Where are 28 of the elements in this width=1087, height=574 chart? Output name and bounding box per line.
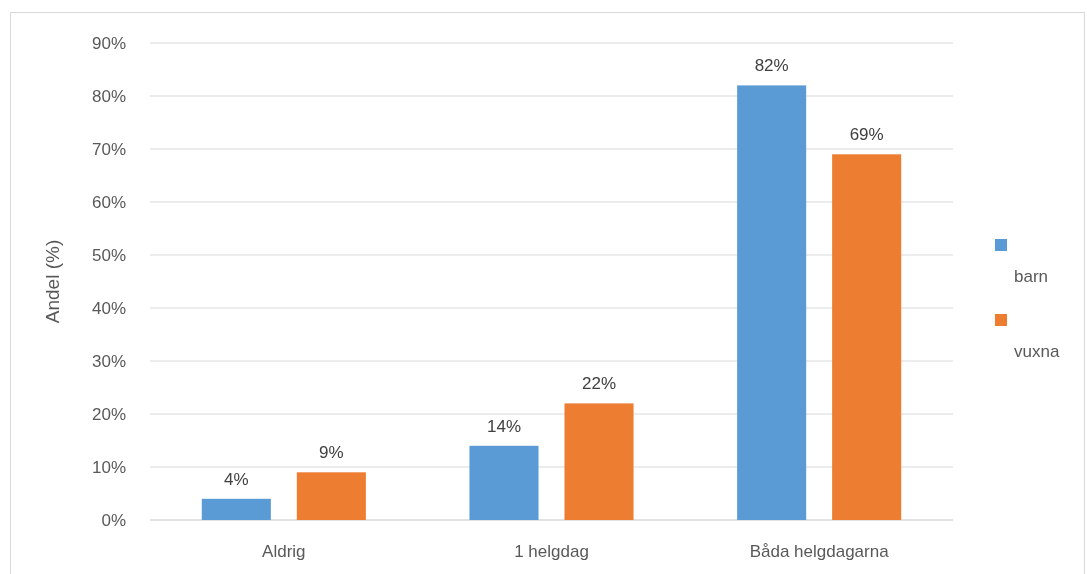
data-label: 14%: [486, 416, 521, 436]
y-tick-label: 60%: [91, 192, 126, 212]
data-label: 69%: [849, 125, 884, 145]
y-tick-label: 90%: [91, 33, 126, 53]
data-label: 22%: [582, 374, 617, 394]
y-tick-label: 50%: [91, 245, 126, 265]
y-tick-label: 0%: [101, 510, 126, 530]
legend-label: vuxna: [1014, 342, 1060, 361]
y-tick-label: 10%: [91, 457, 126, 477]
data-label: 9%: [319, 443, 344, 463]
bar: [832, 154, 902, 520]
bar: [469, 445, 539, 520]
x-tick-label: Båda helgdagarna: [749, 542, 890, 561]
bar: [737, 85, 807, 520]
legend-label: barn: [1014, 267, 1049, 286]
y-tick-label: 30%: [91, 351, 126, 371]
x-tick-label: 1 helgdag: [514, 542, 589, 561]
y-tick-label: 70%: [91, 139, 126, 159]
y-tick-label: 20%: [91, 404, 126, 424]
data-label: 4%: [224, 469, 249, 489]
x-tick-label: Aldrig: [262, 542, 306, 561]
y-tick-label: 40%: [91, 298, 126, 318]
bar: [201, 498, 271, 520]
y-tick-label: 80%: [91, 86, 126, 106]
y-axis-title: Andel (%): [42, 239, 63, 324]
data-label: 82%: [754, 56, 789, 76]
bar: [296, 472, 366, 520]
bar: [564, 403, 634, 520]
